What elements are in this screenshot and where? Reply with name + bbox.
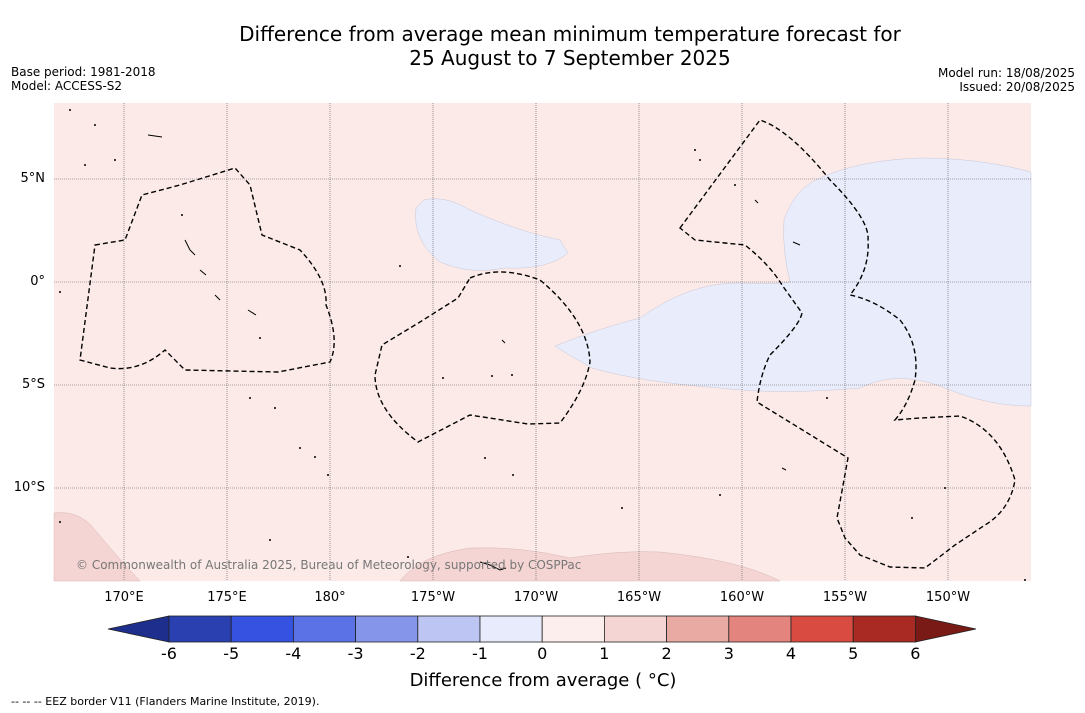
colorbar (107, 615, 977, 643)
lat-label: 5°S (21, 377, 45, 392)
colorbar-tick: 1 (599, 644, 610, 663)
colorbar-swatch (417, 615, 481, 643)
colorbar-swatch (479, 615, 543, 643)
colorbar-swatch (666, 615, 730, 643)
map-title-line2: 25 August to 7 September 2025 (409, 46, 731, 70)
lon-label: 170°W (513, 590, 559, 605)
colorbar-swatch (728, 615, 792, 643)
colorbar-tick: -5 (223, 644, 240, 663)
cool-region-north (415, 198, 569, 271)
atoll-dots (59, 109, 1026, 581)
model-name: Model: ACCESS-S2 (11, 79, 123, 93)
map-credit: © Commonwealth of Australia 2025, Bureau… (76, 558, 582, 572)
warm-region-south (399, 547, 781, 582)
colorbar-title: Difference from average ( °C) (409, 670, 677, 691)
colorbar-tick: 4 (785, 644, 797, 663)
lon-label: 160°W (719, 590, 765, 605)
colorbar-tick: -6 (161, 644, 177, 663)
lon-label: 175°E (207, 590, 247, 605)
lon-label: 170°E (104, 590, 144, 605)
colorbar-tick: -2 (409, 644, 426, 663)
model-run: Model run: 18/08/2025 (937, 66, 1075, 80)
lon-label: 165°W (616, 590, 662, 605)
lon-label: 150°W (925, 590, 971, 605)
map-title-line1: Difference from average mean minimum tem… (239, 22, 901, 46)
islands (147, 134, 801, 571)
colorbar-tick: 2 (661, 644, 672, 663)
lon-label: 175°W (410, 590, 456, 605)
lat-label: 5°N (20, 171, 46, 186)
meta-right: Model run: 18/08/2025 Issued: 20/08/2025 (938, 66, 1075, 94)
colorbar-tick: -4 (285, 644, 302, 663)
colorbar-swatch (852, 615, 916, 643)
lat-label: 10°S (13, 480, 45, 495)
colorbar-swatch (541, 615, 605, 643)
eez-footnote: -- -- -- EEZ border V11 (Flanders Marine… (11, 695, 320, 708)
eez-kiribati-gilbert (79, 167, 335, 373)
colorbar-swatch (355, 615, 419, 643)
colorbar-swatch (230, 615, 294, 643)
eez-borders (79, 119, 1016, 569)
colorbar-swatch-low-extend (107, 615, 170, 643)
map-grid (54, 103, 1031, 581)
eez-tokelau (374, 271, 591, 443)
colorbar-tick: 6 (910, 644, 921, 663)
lon-label: 155°W (822, 590, 868, 605)
colorbar-swatch (790, 615, 854, 643)
colorbar-tick: 0 (537, 644, 548, 663)
colorbar-swatch-high-extend (915, 615, 977, 643)
colorbar-tick: 3 (723, 644, 734, 663)
colorbar-tick: 5 (848, 644, 859, 663)
colorbar-tick: -1 (472, 644, 488, 663)
lon-label: 180° (314, 590, 346, 605)
colorbar-swatch (604, 615, 668, 643)
meta-left: Base period: 1981-2018 Model: ACCESS-S2 (11, 65, 156, 93)
colorbar-swatch (292, 615, 356, 643)
lat-label: 0° (30, 274, 45, 289)
colorbar-swatch (168, 615, 232, 643)
issued-date: Issued: 20/08/2025 (959, 80, 1075, 94)
colorbar-tick: -3 (347, 644, 364, 663)
eez-kiribati-line (679, 119, 1016, 569)
base-period: Base period: 1981-2018 (11, 65, 156, 79)
warm-region-west (53, 512, 141, 582)
